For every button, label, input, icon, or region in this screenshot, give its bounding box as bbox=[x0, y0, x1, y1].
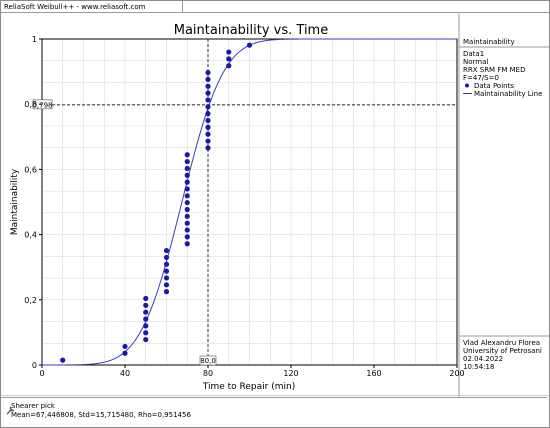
data-point bbox=[205, 104, 211, 110]
data-point bbox=[205, 145, 211, 151]
x-tick-label: 0 bbox=[39, 369, 44, 378]
wrench-icon bbox=[6, 406, 15, 415]
data-point bbox=[143, 309, 149, 315]
plot-area bbox=[41, 38, 458, 366]
y-tick-label: 0,2 bbox=[24, 296, 37, 305]
data-point bbox=[184, 220, 190, 226]
header-divider bbox=[182, 1, 183, 13]
y-tick-label: 0 bbox=[32, 361, 37, 370]
legend: Maintainability Data1 Normal RRX SRM FM … bbox=[459, 38, 549, 98]
grid bbox=[42, 39, 457, 365]
data-point bbox=[163, 282, 170, 288]
y-axis-label: Maintainability bbox=[10, 168, 20, 235]
footer-params: Mean=67,446808, Std=15,715480, Rho=0,951… bbox=[11, 411, 191, 419]
data-point bbox=[143, 295, 149, 302]
data-point bbox=[163, 289, 170, 295]
legend-line-1: Data1 bbox=[463, 50, 484, 58]
app-title: ReliaSoft Weibull++ - www.reliasoft.com bbox=[4, 3, 146, 11]
data-point bbox=[184, 227, 190, 233]
data-point bbox=[205, 138, 211, 144]
y-tick-label: 0,6 bbox=[24, 165, 37, 174]
x-tick-label: 80 bbox=[203, 369, 213, 378]
legend-item-points: Data Points bbox=[474, 82, 514, 90]
data-point bbox=[143, 330, 149, 336]
data-point bbox=[163, 261, 170, 267]
signature-author: Vlad Alexandru Florea bbox=[463, 339, 540, 347]
legend-line-2: Normal bbox=[463, 58, 488, 66]
signature-date: 02.04.2022 bbox=[463, 355, 503, 363]
x-tick-label: 120 bbox=[283, 369, 298, 378]
chart-title: Maintainability vs. Time bbox=[174, 23, 328, 38]
data-point bbox=[184, 213, 190, 219]
data-point bbox=[205, 76, 211, 83]
data-point bbox=[205, 90, 211, 96]
data-point bbox=[184, 193, 190, 199]
data-point bbox=[184, 172, 190, 178]
data-point bbox=[184, 158, 190, 165]
data-point bbox=[184, 200, 190, 206]
data-point bbox=[226, 63, 232, 69]
data-point bbox=[122, 343, 128, 350]
legend-line-3: RRX SRM FM MED bbox=[463, 66, 525, 74]
data-point bbox=[163, 268, 170, 274]
data-point bbox=[184, 152, 190, 158]
data-point bbox=[60, 357, 66, 363]
data-point bbox=[184, 165, 190, 172]
signature-time: 10:54:18 bbox=[463, 363, 494, 371]
data-point bbox=[184, 206, 190, 213]
y-tick-label: 0,4 bbox=[24, 231, 37, 240]
data-point bbox=[226, 49, 232, 55]
x-tick-label: 40 bbox=[120, 369, 130, 378]
data-point bbox=[205, 131, 211, 137]
data-point bbox=[184, 186, 190, 192]
data-point bbox=[143, 316, 149, 322]
axis-ticks: 0 40 80 120 160 200 0 0,2 0,4 0,6 0,8 1 bbox=[24, 35, 464, 378]
legend-item-line: Maintainability Line bbox=[474, 90, 542, 98]
data-point bbox=[205, 117, 211, 124]
data-point bbox=[246, 42, 253, 48]
data-point bbox=[184, 241, 190, 247]
legend-dot-icon bbox=[465, 83, 469, 88]
data-point bbox=[143, 302, 149, 308]
legend-title: Maintainability bbox=[463, 38, 515, 46]
data-point bbox=[163, 275, 170, 281]
y-tick-label: 1 bbox=[32, 35, 37, 44]
data-point bbox=[205, 83, 211, 89]
data-point bbox=[184, 234, 190, 240]
crosshair: 0,798 80,0 bbox=[32, 39, 457, 366]
footer-name: Shearer pick bbox=[11, 402, 55, 410]
data-point bbox=[226, 56, 232, 62]
x-tick-label: 200 bbox=[449, 369, 464, 378]
data-point bbox=[184, 179, 190, 185]
y-tick-label: 0,8 bbox=[24, 100, 37, 109]
data-point bbox=[163, 254, 170, 261]
maintainability-chart: Maintainability vs. Time 0,798 80,0 0 40 80… bbox=[1, 14, 549, 396]
data-point bbox=[205, 97, 211, 103]
app-header: ReliaSoft Weibull++ - www.reliasoft.com bbox=[1, 1, 549, 13]
data-point bbox=[205, 124, 211, 130]
signature-block: Vlad Alexandru Florea University of Petr… bbox=[459, 335, 549, 371]
legend-line-4: F=47/S=0 bbox=[463, 74, 499, 82]
footer: Shearer pick Mean=67,446808, Std=15,7154… bbox=[1, 397, 547, 427]
signature-org: University of Petrosani bbox=[463, 347, 542, 355]
x-axis-label: Time to Repair (min) bbox=[202, 382, 295, 392]
data-point bbox=[122, 350, 128, 356]
data-point bbox=[205, 69, 211, 76]
x-tick-label: 160 bbox=[366, 369, 381, 378]
data-point bbox=[143, 336, 149, 343]
data-point bbox=[143, 323, 149, 329]
crosshair-y-box bbox=[32, 99, 53, 110]
data-point bbox=[163, 247, 170, 254]
data-point bbox=[205, 111, 211, 117]
crosshair-x-value: 80,0 bbox=[200, 357, 216, 365]
crosshair-y-value: 0,798 bbox=[32, 101, 52, 109]
data-points bbox=[60, 42, 253, 363]
